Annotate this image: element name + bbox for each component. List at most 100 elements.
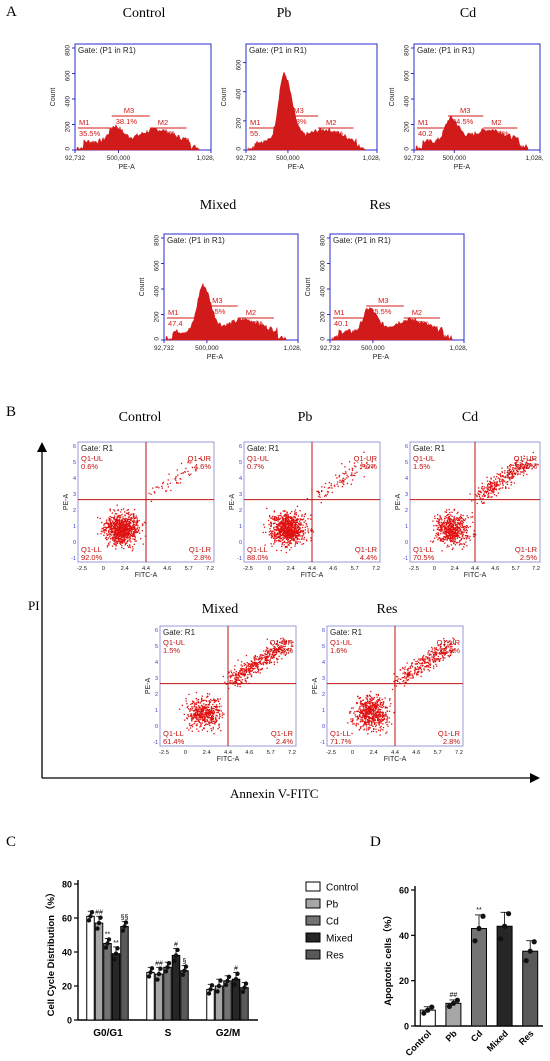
event-dot [435,532,438,535]
event-dot [273,654,275,656]
event-dot [451,641,453,643]
event-dot [449,528,452,530]
event-dot [121,522,124,524]
event-dot [218,709,221,711]
quadrant-ll-name: Q1-LL [413,545,434,554]
event-dot [386,707,388,709]
event-dot [379,702,381,704]
event-dot [195,707,197,709]
event-dot [189,727,192,729]
event-dot [238,679,240,681]
event-dot [379,713,381,716]
event-dot [378,729,380,731]
event-dot [293,535,295,537]
event-dot [362,716,364,718]
event-dot [286,546,288,549]
dotplot-control: Gate: R1Q1-UL0.6%Q1-UR4.6%Q1-LL92.0%Q1-L… [63,441,215,578]
event-dot [312,531,315,533]
event-dot [286,526,288,528]
event-dot [293,539,296,542]
event-dot [438,518,440,520]
replicate-dot [86,918,92,923]
quadrant-ul-name: Q1-UL [330,638,352,647]
event-dot [275,648,277,650]
event-dot [462,526,465,529]
event-dot [133,521,135,523]
event-dot [346,477,348,479]
event-dot [514,462,516,464]
event-dot [364,716,366,719]
event-dot [366,714,368,717]
event-dot [291,516,293,518]
event-dot [337,481,339,483]
y-tick-label: 200 [65,121,72,132]
event-dot [362,706,364,708]
event-dot [437,533,440,536]
event-dot [447,644,449,646]
event-dot [355,725,357,727]
event-dot [349,711,351,713]
event-dot [202,708,204,710]
event-dot [126,525,129,527]
event-dot [449,532,451,534]
y-tick-label: 4 [155,660,158,666]
event-dot [516,459,518,461]
event-dot [133,517,135,519]
event-dot [281,522,283,524]
event-dot [253,668,255,670]
annexin-axis-label: Annexin V-FITC [230,786,319,801]
event-dot [206,718,208,721]
event-dot [452,531,454,533]
event-dot [378,699,380,701]
event-dot [278,530,280,533]
event-dot [109,533,111,535]
event-dot [427,653,429,655]
event-dot [448,519,451,521]
histogram-control: Gate: (P1 in R1)0200400600800Count92,732… [50,43,215,171]
event-dot [196,724,198,727]
event-dot [451,530,453,532]
event-dot [449,536,452,538]
replicate-dot [98,915,103,920]
event-dot [215,716,217,719]
event-dot [483,488,485,490]
event-dot [454,541,456,543]
event-dot [492,488,495,490]
event-dot [222,675,224,678]
event-dot [278,533,280,535]
event-dot [301,536,303,538]
y-tick-label: 1 [322,708,325,714]
event-dot [114,513,117,515]
event-dot [435,658,437,660]
event-dot [444,522,446,524]
event-dot [454,535,456,537]
event-dot [452,539,454,541]
event-dot [239,670,241,673]
event-dot [441,519,443,521]
legend-label: Mixed [326,934,353,945]
event-dot [270,525,272,527]
event-dot [420,675,422,678]
event-dot [331,487,333,489]
event-dot [273,519,275,521]
event-dot [127,525,129,527]
event-dot [445,526,447,528]
event-dot [195,706,197,708]
event-dot [435,663,437,665]
event-dot [265,649,267,651]
event-dot [254,659,256,661]
event-dot [219,715,221,718]
event-dot [289,537,291,539]
category-label: S [165,1028,172,1039]
event-dot [184,719,186,721]
legend-label: Control [326,883,358,894]
event-dot [369,695,371,697]
event-dot [126,537,128,539]
replicate-dot [158,966,163,971]
event-dot [512,464,514,466]
event-dot [443,520,446,522]
event-dot [204,718,206,720]
event-dot [130,534,132,536]
event-dot [216,706,218,708]
event-dot [406,673,409,675]
